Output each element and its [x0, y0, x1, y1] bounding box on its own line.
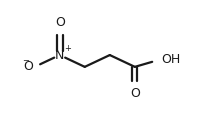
- Text: N: N: [55, 48, 64, 62]
- Text: O: O: [23, 60, 33, 73]
- Text: OH: OH: [161, 53, 181, 66]
- Text: +: +: [64, 44, 71, 53]
- Text: O: O: [130, 87, 140, 100]
- Text: −: −: [23, 56, 29, 65]
- Text: O: O: [55, 16, 65, 29]
